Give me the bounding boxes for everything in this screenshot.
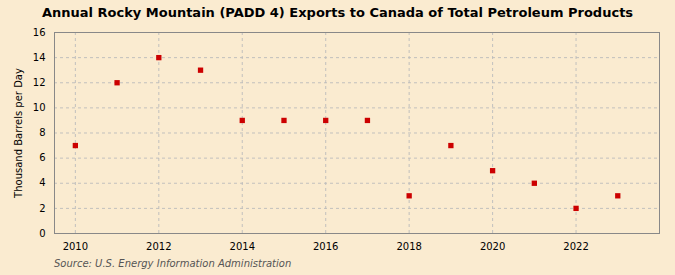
svg-text:16: 16 xyxy=(33,27,46,38)
html-text:Source: U.S. Energy Informatio: Source: U.S. Energy Information Administ… xyxy=(54,258,292,269)
svg-text:14: 14 xyxy=(33,52,46,63)
svg-text:2: 2 xyxy=(39,203,45,214)
svg-text:12: 12 xyxy=(33,77,46,88)
svg-text:2012: 2012 xyxy=(146,241,171,252)
svg-text:2016: 2016 xyxy=(313,241,338,252)
svg-text:2010: 2010 xyxy=(63,241,88,252)
svg-text:2018: 2018 xyxy=(396,241,421,252)
svg-text:2020: 2020 xyxy=(480,241,505,252)
svg-text:8: 8 xyxy=(39,127,45,138)
svg-text:6: 6 xyxy=(39,152,45,163)
svg-text:4: 4 xyxy=(39,177,45,188)
svg-text:10: 10 xyxy=(33,102,46,113)
svg-text:0: 0 xyxy=(39,228,45,239)
svg-text:Thousand Barrels per Day: Thousand Barrels per Day xyxy=(13,68,24,199)
svg-text:2022: 2022 xyxy=(563,241,588,252)
svg-text:2014: 2014 xyxy=(230,241,255,252)
html-text:Annual Rocky Mountain (PADD 4): Annual Rocky Mountain (PADD 4) Exports t… xyxy=(41,5,634,20)
